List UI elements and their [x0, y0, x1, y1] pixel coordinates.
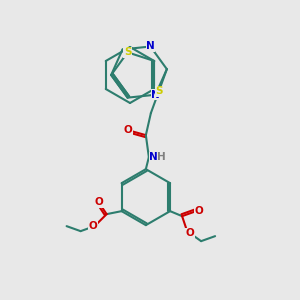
Text: H: H [158, 152, 166, 162]
Text: N: N [146, 41, 155, 52]
Text: S: S [155, 86, 163, 96]
Text: N: N [151, 90, 160, 100]
Text: S: S [124, 47, 131, 57]
Text: O: O [124, 125, 132, 135]
Text: O: O [195, 206, 203, 216]
Text: O: O [94, 197, 103, 207]
Text: N: N [149, 152, 158, 162]
Text: O: O [186, 228, 194, 238]
Text: O: O [88, 221, 97, 231]
